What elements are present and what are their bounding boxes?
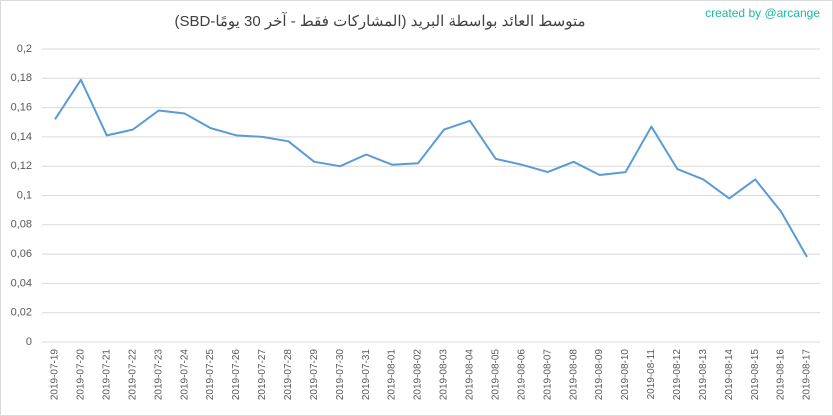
chart-title: متوسط العائد بواسطة البريد (المشاركات فق… bbox=[174, 12, 585, 30]
y-tick-label: 0 bbox=[26, 336, 32, 348]
x-tick-label: 2019-08-09 bbox=[594, 349, 605, 401]
x-tick-label: 2019-07-29 bbox=[309, 349, 320, 401]
x-tick-label: 2019-07-25 bbox=[205, 349, 216, 401]
y-tick-label: 0,04 bbox=[11, 277, 32, 289]
x-tick-label: 2019-08-01 bbox=[387, 349, 398, 401]
x-tick-label: 2019-07-31 bbox=[361, 349, 372, 401]
x-tick-label: 2019-07-20 bbox=[76, 349, 87, 401]
y-tick-label: 0,2 bbox=[17, 43, 32, 55]
x-tick-label: 2019-07-23 bbox=[153, 349, 164, 401]
y-tick-label: 0,12 bbox=[11, 160, 32, 172]
x-tick-label: 2019-08-11 bbox=[646, 349, 657, 400]
x-tick-label: 2019-07-27 bbox=[257, 349, 268, 401]
x-tick-label: 2019-07-19 bbox=[50, 349, 61, 401]
x-tick-label: 2019-08-02 bbox=[413, 349, 424, 401]
x-tick-label: 2019-07-22 bbox=[127, 349, 138, 401]
x-tick-label: 2019-08-17 bbox=[802, 349, 813, 401]
y-tick-label: 0,02 bbox=[11, 307, 32, 319]
x-tick-label: 2019-08-06 bbox=[516, 349, 527, 401]
x-tick-label: 2019-08-03 bbox=[439, 349, 450, 401]
y-tick-label: 0,16 bbox=[11, 102, 32, 114]
x-tick-label: 2019-07-21 bbox=[101, 349, 112, 401]
x-tick-label: 2019-08-12 bbox=[672, 349, 683, 401]
y-tick-label: 0,1 bbox=[17, 189, 32, 201]
x-tick-label: 2019-08-13 bbox=[698, 349, 709, 401]
x-tick-label: 2019-08-07 bbox=[542, 349, 553, 401]
x-tick-label: 2019-07-24 bbox=[179, 349, 190, 401]
x-tick-label: 2019-08-05 bbox=[490, 349, 501, 401]
x-tick-label: 2019-07-28 bbox=[283, 349, 294, 401]
x-tick-label: 2019-08-15 bbox=[750, 349, 761, 401]
y-tick-label: 0,14 bbox=[11, 131, 32, 143]
x-tick-label: 2019-07-30 bbox=[335, 349, 346, 401]
x-tick-label: 2019-08-16 bbox=[776, 349, 787, 401]
x-tick-label: 2019-08-10 bbox=[620, 349, 631, 401]
y-tick-label: 0,06 bbox=[11, 248, 32, 260]
y-tick-label: 0,08 bbox=[11, 219, 32, 231]
y-tick-label: 0,18 bbox=[11, 72, 32, 84]
x-tick-label: 2019-08-14 bbox=[724, 349, 735, 401]
x-tick-label: 2019-08-04 bbox=[465, 349, 476, 401]
x-tick-label: 2019-07-26 bbox=[231, 349, 242, 401]
annotation: created by @arcange bbox=[705, 6, 820, 20]
data-line bbox=[54, 78, 808, 258]
x-tick-label: 2019-08-08 bbox=[568, 349, 579, 401]
